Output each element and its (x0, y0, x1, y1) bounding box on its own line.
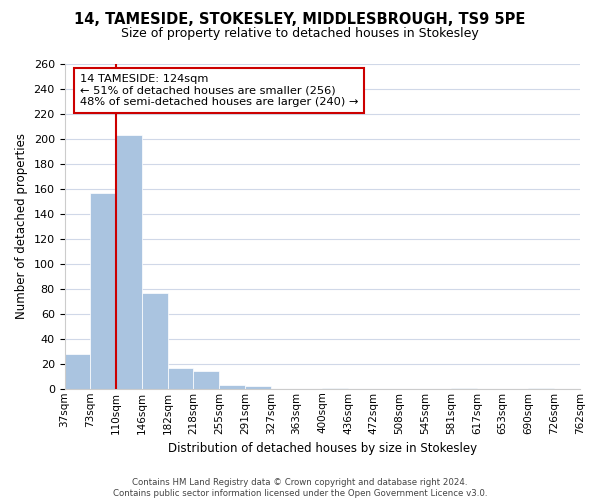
Text: Size of property relative to detached houses in Stokesley: Size of property relative to detached ho… (121, 28, 479, 40)
Bar (91, 192, 116, 389)
Bar (245, 386, 271, 389)
Bar (142, 292, 167, 389)
Bar (219, 385, 245, 389)
Text: 14, TAMESIDE, STOKESLEY, MIDDLESBROUGH, TS9 5PE: 14, TAMESIDE, STOKESLEY, MIDDLESBROUGH, … (74, 12, 526, 28)
Bar (529, 388, 554, 389)
Bar (451, 388, 477, 389)
Y-axis label: Number of detached properties: Number of detached properties (15, 134, 28, 320)
Text: 14 TAMESIDE: 124sqm
← 51% of detached houses are smaller (256)
48% of semi-detac: 14 TAMESIDE: 124sqm ← 51% of detached ho… (80, 74, 358, 107)
X-axis label: Distribution of detached houses by size in Stokesley: Distribution of detached houses by size … (168, 442, 477, 455)
Text: Contains HM Land Registry data © Crown copyright and database right 2024.
Contai: Contains HM Land Registry data © Crown c… (113, 478, 487, 498)
Bar (167, 368, 193, 389)
Bar (193, 372, 219, 389)
Bar (65, 354, 91, 389)
Bar (322, 388, 348, 389)
Bar (116, 135, 142, 389)
